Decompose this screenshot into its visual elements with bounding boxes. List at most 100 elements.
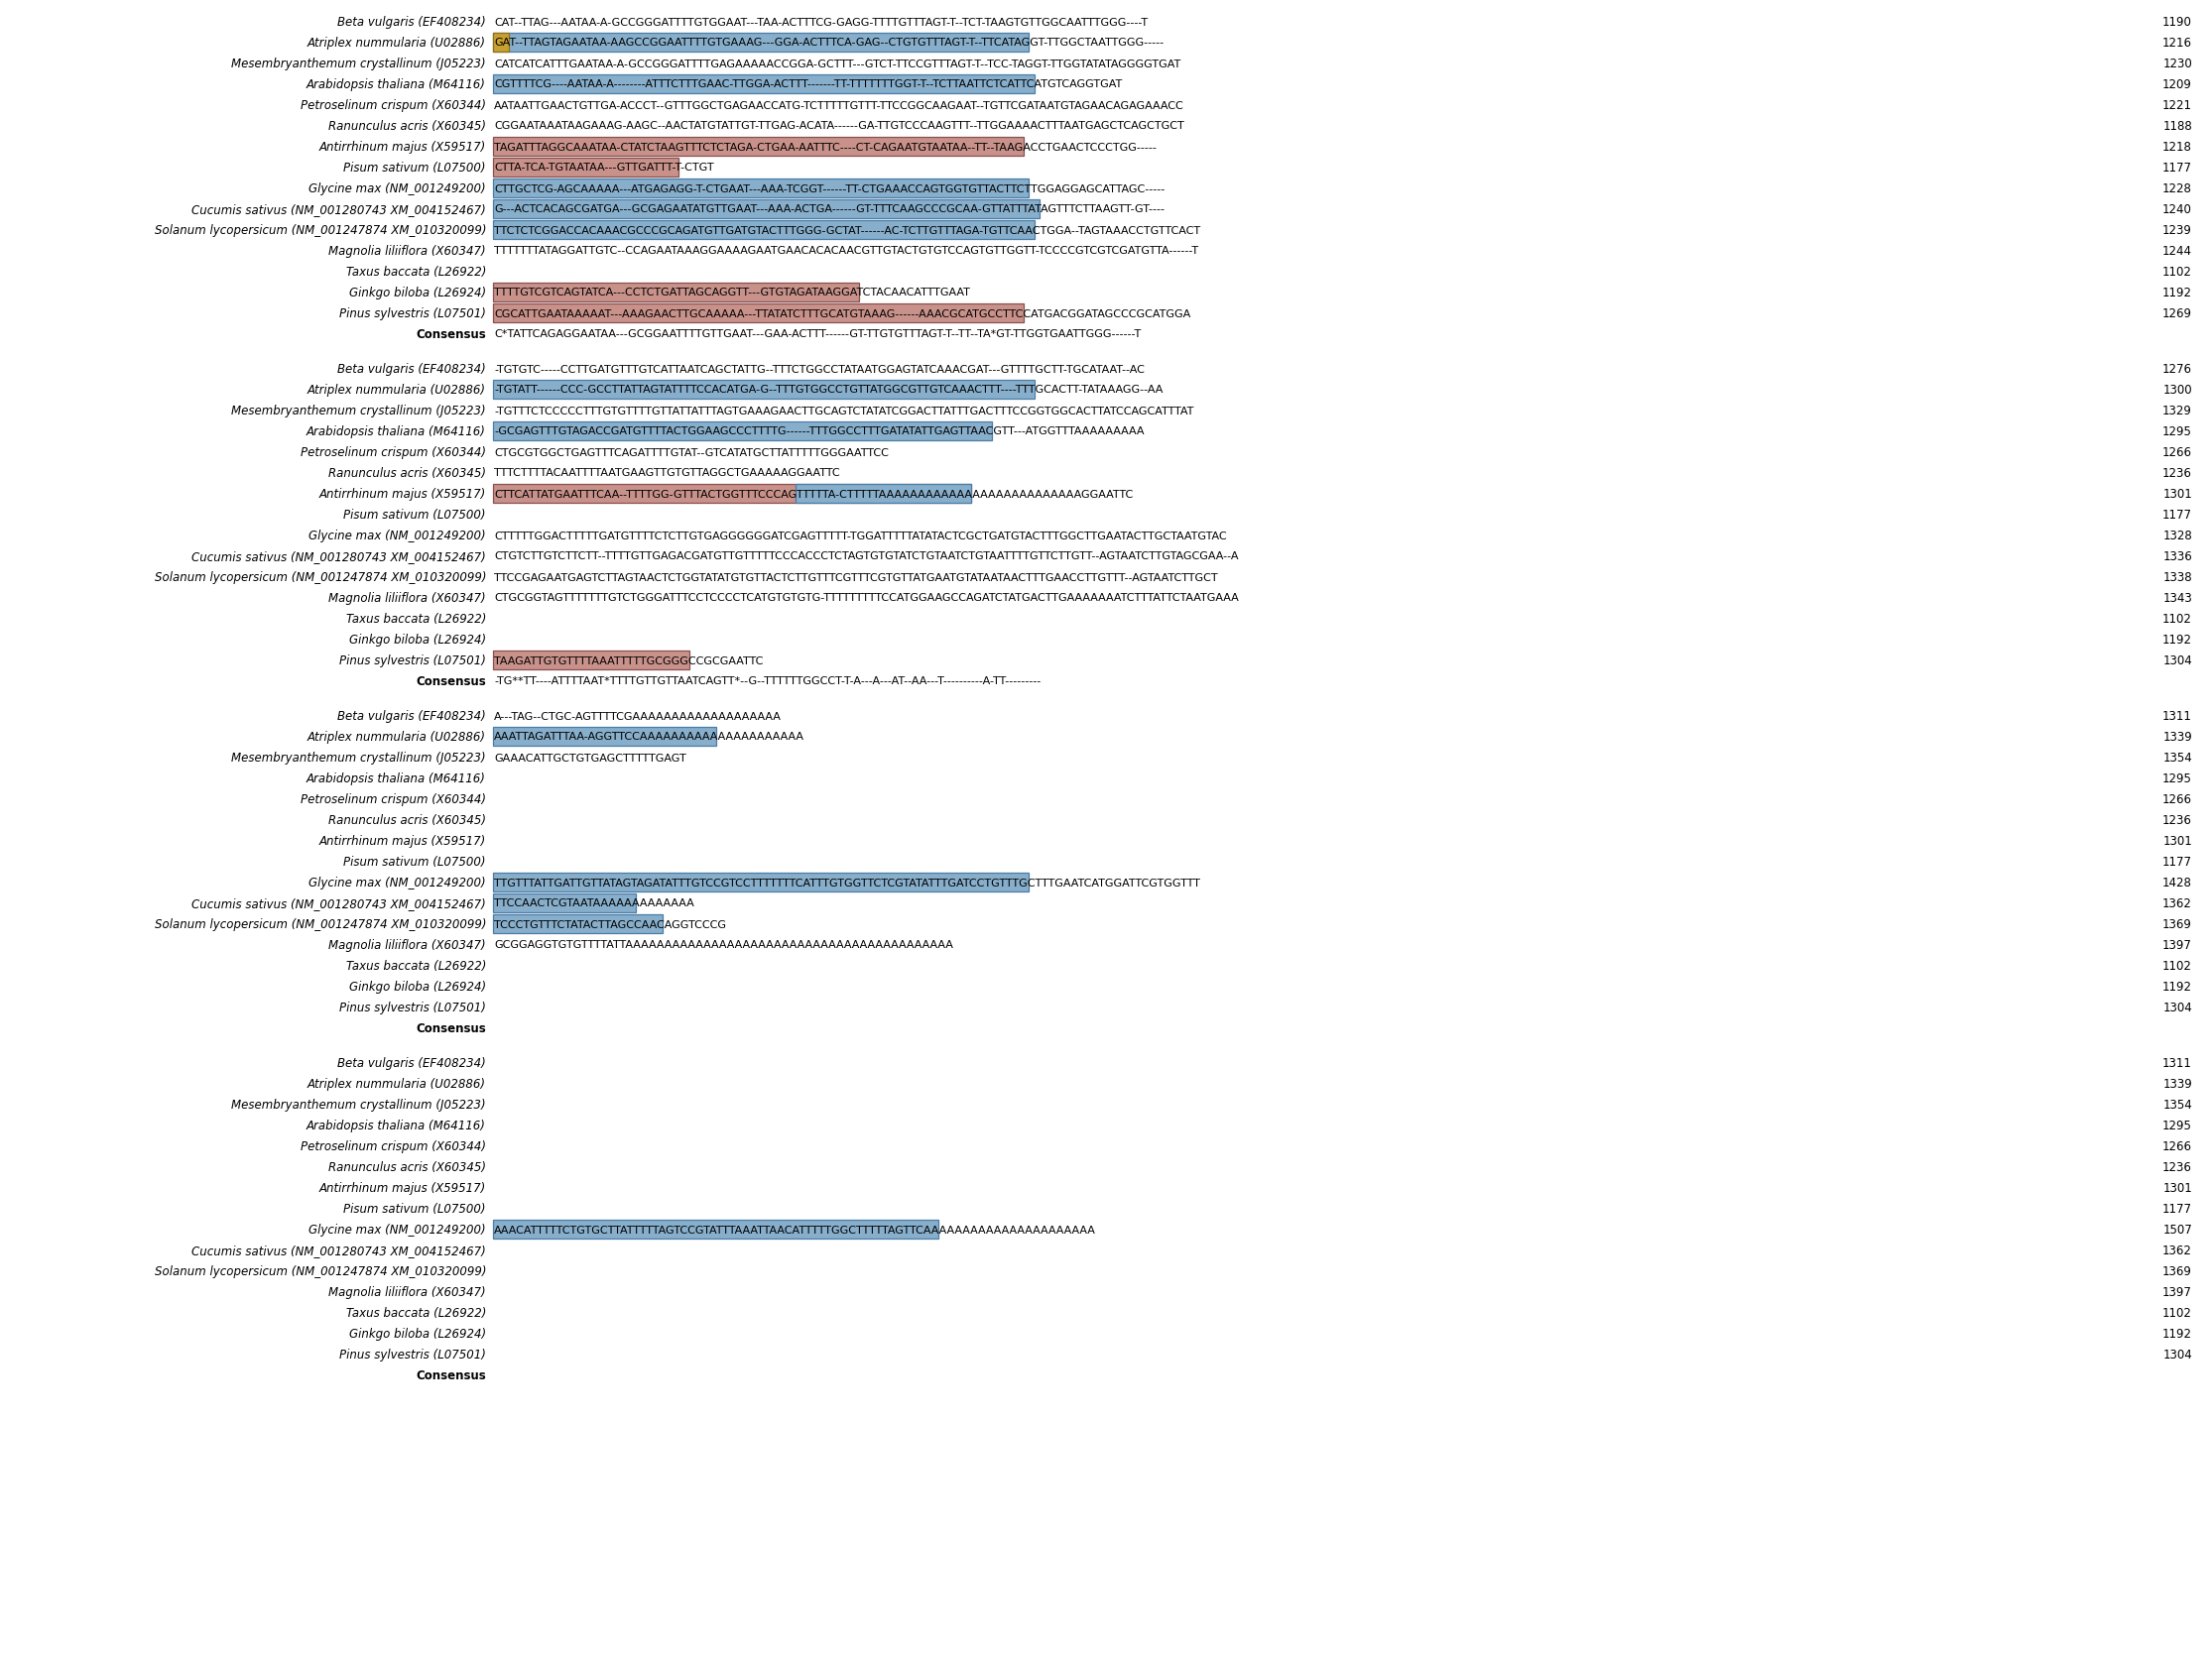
Text: Atriplex nummularia (U02886): Atriplex nummularia (U02886) <box>307 730 487 743</box>
Text: 1228: 1228 <box>2163 182 2192 196</box>
Text: Arabidopsis thaliana (M64116): Arabidopsis thaliana (M64116) <box>307 1118 487 1131</box>
Text: 1428: 1428 <box>2163 876 2192 889</box>
Text: 1102: 1102 <box>2163 1306 2192 1319</box>
Text: GAAACATTGCTGTGAGCTTTTTGAGT: GAAACATTGCTGTGAGCTTTTTGAGT <box>493 753 686 763</box>
Text: CATCATCATTTGAATAA-A-GCCGGGATTTTGAGAAAAACCGGA-GCTTT---GTCT-TTCCGTTTAGT-T--TCC-TAG: CATCATCATTTGAATAA-A-GCCGGGATTTTGAGAAAAAC… <box>493 60 1181 70</box>
Text: 1304: 1304 <box>2163 654 2192 667</box>
Text: Cucumis sativus (NM_001280743 XM_004152467): Cucumis sativus (NM_001280743 XM_0041524… <box>192 551 487 562</box>
Bar <box>493 484 971 504</box>
Text: 1236: 1236 <box>2163 466 2192 479</box>
Bar <box>493 1219 938 1239</box>
Bar <box>493 304 1024 324</box>
Text: 1301: 1301 <box>2163 488 2192 501</box>
Text: 1362: 1362 <box>2163 898 2192 909</box>
Text: Solanum lycopersicum (NM_001247874 XM_010320099): Solanum lycopersicum (NM_001247874 XM_01… <box>155 1264 487 1277</box>
Text: Magnolia liliiflora (X60347): Magnolia liliiflora (X60347) <box>330 592 487 604</box>
Text: 1177: 1177 <box>2163 856 2192 868</box>
Text: Consensus: Consensus <box>416 675 487 688</box>
Text: Antirrhinum majus (X59517): Antirrhinum majus (X59517) <box>319 488 487 501</box>
Text: 1295: 1295 <box>2163 1118 2192 1131</box>
Text: Taxus baccata (L26922): Taxus baccata (L26922) <box>345 959 487 972</box>
Text: Petroselinum crispum (X60344): Petroselinum crispum (X60344) <box>301 793 487 806</box>
Text: Petroselinum crispum (X60344): Petroselinum crispum (X60344) <box>301 446 487 460</box>
Text: 1244: 1244 <box>2163 246 2192 257</box>
Text: -TGTATT------CCC-GCCTTATTAGTATTTTCCACATGA-G--TTTGTGGCCTGTTATGGCGTTGTCAAACTTT----: -TGTATT------CCC-GCCTTATTAGTATTTTCCACATG… <box>493 385 1164 395</box>
Text: Beta vulgaris (EF408234): Beta vulgaris (EF408234) <box>338 17 487 28</box>
Text: G---ACTCACAGCGATGA---GCGAGAATATGTTGAAT---AAA-ACTGA------GT-TTTCAAGCCCGCAA-GTTATT: G---ACTCACAGCGATGA---GCGAGAATATGTTGAAT--… <box>493 204 1164 214</box>
Text: Ranunculus acris (X60345): Ranunculus acris (X60345) <box>327 813 487 826</box>
Text: Taxus baccata (L26922): Taxus baccata (L26922) <box>345 265 487 279</box>
Text: Petroselinum crispum (X60344): Petroselinum crispum (X60344) <box>301 100 487 113</box>
Text: CTGCGGTAGTTTTTTTGTCTGGGATTTCCTCCCCTCATGTGTGTG-TTTTTTTTTCCATGGAAGCCAGATCTATGACTTG: CTGCGGTAGTTTTTTTGTCTGGGATTTCCTCCCCTCATGT… <box>493 594 1239 604</box>
Bar <box>493 380 1035 400</box>
Text: Taxus baccata (L26922): Taxus baccata (L26922) <box>345 612 487 625</box>
Text: Ginkgo biloba (L26924): Ginkgo biloba (L26924) <box>349 1327 487 1340</box>
Text: 1301: 1301 <box>2163 834 2192 848</box>
Text: 1507: 1507 <box>2163 1223 2192 1236</box>
Text: 1192: 1192 <box>2163 634 2192 645</box>
Text: Magnolia liliiflora (X60347): Magnolia liliiflora (X60347) <box>330 1286 487 1299</box>
Text: Antirrhinum majus (X59517): Antirrhinum majus (X59517) <box>319 834 487 848</box>
Text: Consensus: Consensus <box>416 1022 487 1035</box>
Text: 1369: 1369 <box>2163 1264 2192 1277</box>
Text: 1369: 1369 <box>2163 917 2192 931</box>
Text: 1221: 1221 <box>2163 100 2192 113</box>
Text: 1269: 1269 <box>2163 307 2192 320</box>
Text: -TGTGTC-----CCTTGATGTTTGTCATTAATCAGCTATTG--TTTCTGGCCTATAATGGAGTATCAAACGAT---GTTT: -TGTGTC-----CCTTGATGTTTGTCATTAATCAGCTATT… <box>493 365 1144 375</box>
Bar <box>493 221 1035 241</box>
Text: Antirrhinum majus (X59517): Antirrhinum majus (X59517) <box>319 141 487 154</box>
Text: Mesembryanthemum crystallinum (J05223): Mesembryanthemum crystallinum (J05223) <box>232 1098 487 1112</box>
Text: 1295: 1295 <box>2163 771 2192 785</box>
Text: CGTTTTCG----AATAA-A--------ATTTCTTTGAAC-TTGGA-ACTTT-------TT-TTTTTTTGGT-T--TCTTA: CGTTTTCG----AATAA-A--------ATTTCTTTGAAC-… <box>493 80 1121 90</box>
Text: 1304: 1304 <box>2163 1000 2192 1014</box>
Text: Ginkgo biloba (L26924): Ginkgo biloba (L26924) <box>349 287 487 299</box>
Text: 1102: 1102 <box>2163 959 2192 972</box>
Text: 1177: 1177 <box>2163 161 2192 174</box>
Text: C*TATTCAGAGGAATAA---GCGGAATTTTGTTGAAT---GAA-ACTTT------GT-TTGTGTTTAGT-T--TT--TA*: C*TATTCAGAGGAATAA---GCGGAATTTTGTTGAAT---… <box>493 330 1141 340</box>
Text: TTCCGAGAATGAGTCTTAGTAACTCTGGTATATGTGTTACTCTTGTTTCGTTTCGTGTTATGAATGTATAATAACTTTGA: TTCCGAGAATGAGTCTTAGTAACTCTGGTATATGTGTTAC… <box>493 572 1219 582</box>
Text: CTGCGTGGCTGAGTTTCAGATTTTGTAT--GTCATATGCTTATTTTTGGGAATTCC: CTGCGTGGCTGAGTTTCAGATTTTGTAT--GTCATATGCT… <box>493 448 889 458</box>
Text: Pinus sylvestris (L07501): Pinus sylvestris (L07501) <box>338 1000 487 1014</box>
Bar <box>493 421 991 441</box>
Text: 1177: 1177 <box>2163 508 2192 521</box>
Text: 1230: 1230 <box>2163 58 2192 70</box>
Text: Arabidopsis thaliana (M64116): Arabidopsis thaliana (M64116) <box>307 78 487 91</box>
Text: Mesembryanthemum crystallinum (J05223): Mesembryanthemum crystallinum (J05223) <box>232 752 487 765</box>
Bar <box>493 650 690 670</box>
Text: CTTA-TCA-TGTAATAA---GTTGATTT-T-CTGT: CTTA-TCA-TGTAATAA---GTTGATTT-T-CTGT <box>493 163 714 173</box>
Text: 1329: 1329 <box>2163 405 2192 416</box>
Text: 1338: 1338 <box>2163 571 2192 584</box>
Text: Mesembryanthemum crystallinum (J05223): Mesembryanthemum crystallinum (J05223) <box>232 405 487 416</box>
Text: AAACATTTTTCTGTGCTTATTTTTAGTCCGTATTTAAATTAACATTTTTGGCTTTTTAGTTCAAAAAAAAAAAAAAAAAA: AAACATTTTTCTGTGCTTATTTTTAGTCCGTATTTAAATT… <box>493 1224 1095 1234</box>
Bar <box>796 484 971 504</box>
Text: 1295: 1295 <box>2163 425 2192 438</box>
Bar <box>493 894 637 912</box>
Text: Cucumis sativus (NM_001280743 XM_004152467): Cucumis sativus (NM_001280743 XM_0041524… <box>192 898 487 909</box>
Text: 1102: 1102 <box>2163 612 2192 625</box>
Text: Glycine max (NM_001249200): Glycine max (NM_001249200) <box>310 1223 487 1236</box>
Text: CTTGCTCG-AGCAAAAA---ATGAGAGG-T-CTGAAT---AAA-TCGGT------TT-CTGAAACCAGTGGTGTTACTTC: CTTGCTCG-AGCAAAAA---ATGAGAGG-T-CTGAAT---… <box>493 184 1166 194</box>
Text: Petroselinum crispum (X60344): Petroselinum crispum (X60344) <box>301 1140 487 1153</box>
Text: 1190: 1190 <box>2163 17 2192 28</box>
Text: Solanum lycopersicum (NM_001247874 XM_010320099): Solanum lycopersicum (NM_001247874 XM_01… <box>155 917 487 931</box>
Text: Pisum sativum (L07500): Pisum sativum (L07500) <box>343 1203 487 1214</box>
Text: 1192: 1192 <box>2163 287 2192 299</box>
Text: 1266: 1266 <box>2163 446 2192 460</box>
Text: TTTTGTCGTCAGTATCA---CCTCTGATTAGCAGGTT---GTGTAGATAAGGATCTACAACATTTGAAT: TTTTGTCGTCAGTATCA---CCTCTGATTAGCAGGTT---… <box>493 289 971 299</box>
Text: CAT--TTAG---AATAA-A-GCCGGGATTTTGTGGAAT---TAA-ACTTTCG-GAGG-TTTTGTTTAGT-T--TCT-TAA: CAT--TTAG---AATAA-A-GCCGGGATTTTGTGGAAT--… <box>493 17 1148 27</box>
Text: Pinus sylvestris (L07501): Pinus sylvestris (L07501) <box>338 1347 487 1360</box>
Text: 1276: 1276 <box>2163 363 2192 375</box>
Text: 1218: 1218 <box>2163 141 2192 154</box>
Text: 1328: 1328 <box>2163 529 2192 542</box>
Text: Ranunculus acris (X60345): Ranunculus acris (X60345) <box>327 119 487 133</box>
Text: AAATTAGATTTAA-AGGTTCCAAAAAAAAAAAAAAAAAAAAA: AAATTAGATTTAA-AGGTTCCAAAAAAAAAAAAAAAAAAA… <box>493 732 805 742</box>
Text: 1266: 1266 <box>2163 1140 2192 1153</box>
Text: 1339: 1339 <box>2163 730 2192 743</box>
Text: 1343: 1343 <box>2163 592 2192 604</box>
Text: 1339: 1339 <box>2163 1077 2192 1090</box>
Bar <box>493 75 1035 95</box>
Text: 1354: 1354 <box>2163 752 2192 765</box>
Text: Pisum sativum (L07500): Pisum sativum (L07500) <box>343 161 487 174</box>
Text: 1236: 1236 <box>2163 1161 2192 1173</box>
Text: Beta vulgaris (EF408234): Beta vulgaris (EF408234) <box>338 1057 487 1070</box>
